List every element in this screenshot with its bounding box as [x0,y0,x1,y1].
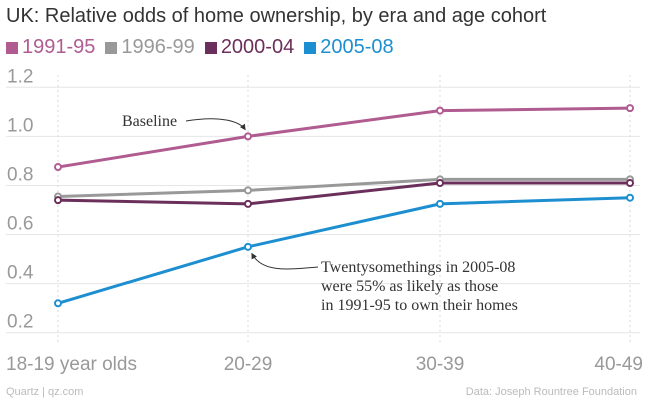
data-point-2000-04 [626,179,634,187]
data-point-1991-95 [54,163,62,172]
series-line-1996-99 [57,177,630,198]
data-point-1991-95 [436,106,444,115]
legend-item: 2005-08 [304,36,394,59]
source-credit: Quartz | qz.com [6,386,84,398]
data-point-1996-99 [244,186,252,195]
x-tick-label: 18-19 year olds [6,354,137,375]
x-tick-label: 30-39 [416,354,465,375]
legend-label: 2000-04 [220,36,295,58]
annotation-line: Twentysomethings in 2005-08 [321,259,515,276]
y-tick-label: 0.2 [7,312,33,333]
x-tick-label: 20-29 [224,354,273,375]
data-point-2000-04 [436,179,444,187]
legend-swatch [105,41,118,54]
data-point-2005-08 [436,199,444,208]
y-tick-label: 0.6 [7,214,33,235]
data-point-2005-08 [244,242,252,251]
data-point-2005-08 [54,299,62,308]
y-tick-label: 1.0 [7,115,33,136]
legend-swatch [204,41,217,54]
series-line-1991-95 [57,106,631,169]
series-line-2005-08 [57,196,631,305]
data-point-2000-04 [54,196,62,205]
y-tick-label: 0.8 [7,164,33,185]
legend-label: 1991-95 [22,36,96,58]
data-point-1991-95 [244,132,252,141]
data-source: Data: Joseph Rountree Foundation [465,386,637,398]
legend-swatch [304,41,317,54]
legend-item: 1991-95 [6,36,95,59]
legend-item: 1996-99 [105,36,195,59]
chart-title: UK: Relative odds of home ownership, by … [6,5,547,27]
series-line-2000-04 [57,181,630,206]
annotation-arrow [251,252,319,270]
legend-label: 2005-08 [320,36,394,58]
y-tick-label: 0.4 [7,263,34,284]
data-point-1991-95 [626,104,634,113]
data-point-2000-04 [244,199,252,208]
legend: 1991-95 1996-99 2000-04 2005-08 [6,36,394,59]
x-tick-label: 40-49 [594,354,643,375]
annotation-baseline: Baseline [122,113,177,130]
annotation-line: in 1991-95 to own their homes [321,297,518,314]
legend-label: 1996-99 [121,36,195,58]
data-point-2005-08 [626,193,634,202]
legend-swatch [6,41,18,54]
legend-item: 2000-04 [204,36,295,59]
y-tick-label: 1.2 [7,66,33,87]
annotation-line: were 55% as likely as those [321,278,498,295]
annotation-arrow [185,118,246,131]
